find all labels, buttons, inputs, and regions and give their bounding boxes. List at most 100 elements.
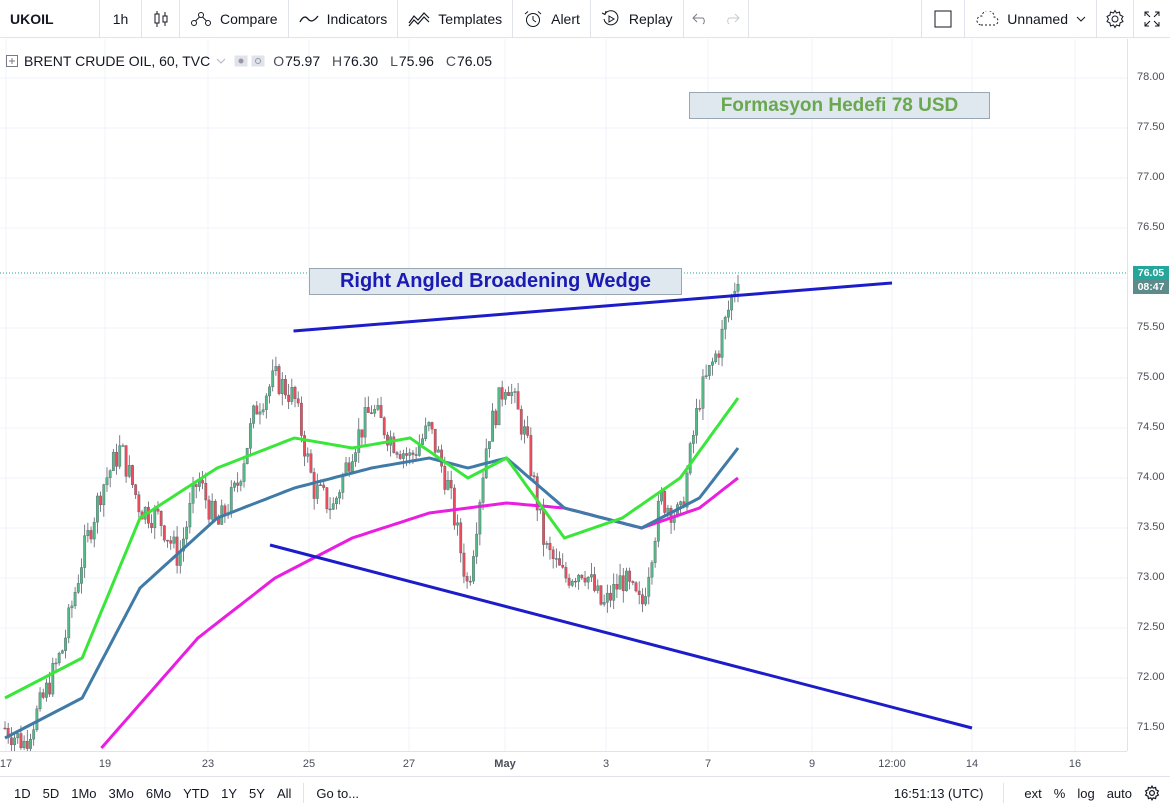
candle-body [602, 602, 606, 605]
candle-body [497, 387, 501, 426]
candle-body [319, 484, 322, 486]
range-button-5d[interactable]: 5D [42, 785, 60, 801]
candle-body [322, 484, 326, 488]
range-button-6mo[interactable]: 6Mo [145, 785, 172, 801]
candle-body [166, 539, 169, 542]
settings-small-icon[interactable] [251, 55, 265, 67]
eye-icon[interactable] [234, 55, 248, 67]
chart-style-button[interactable] [142, 0, 180, 38]
gear-icon[interactable] [1144, 785, 1160, 801]
goto-button[interactable]: Go to... [316, 785, 360, 801]
settings-button[interactable] [1097, 0, 1134, 38]
candle-body [507, 392, 510, 396]
candle-body [395, 452, 399, 455]
price-tick-label: 74.50 [1137, 421, 1165, 433]
moving-averages [4, 397, 740, 749]
interval-button[interactable]: 1h [100, 0, 142, 38]
candle-body [299, 402, 303, 436]
candle-body [201, 480, 204, 484]
price-tick-label: 76.50 [1137, 221, 1165, 233]
range-button-5y[interactable]: 5Y [249, 785, 265, 801]
candle-body [354, 452, 357, 462]
fullscreen-toggle[interactable] [921, 0, 966, 38]
trendline-upper [293, 281, 893, 333]
candle-body [430, 422, 434, 430]
layout-save-button[interactable]: Unnamed [965, 0, 1097, 38]
candle-body [446, 480, 450, 490]
candle-body [401, 453, 405, 459]
range-button-3mo[interactable]: 3Mo [108, 785, 134, 801]
chevron-down-icon[interactable] [216, 58, 226, 64]
auto-scale-toggle[interactable]: auto [1106, 785, 1132, 801]
range-button-1mo[interactable]: 1Mo [71, 785, 97, 801]
trendline-lower [269, 543, 973, 730]
candle-body [593, 574, 596, 591]
candle-body [293, 387, 297, 399]
percent-scale-toggle[interactable]: % [1053, 785, 1066, 801]
undo-button[interactable] [684, 0, 716, 38]
candle-body [338, 492, 342, 499]
chart-legend: BRENT CRUDE OIL, 60, TVC O75.97 H76.30 L… [6, 53, 500, 69]
candle-body [70, 605, 74, 609]
time-tick-label: 17 [0, 758, 13, 770]
candle-body [532, 475, 536, 477]
utc-clock[interactable]: 16:51:13 (UTC) [893, 785, 984, 801]
candle-body [472, 556, 475, 582]
candle-body [54, 662, 58, 665]
candle-body [370, 412, 373, 414]
candle-body [134, 484, 138, 495]
symbol-search[interactable]: UKOIL [0, 0, 100, 38]
replay-label: Replay [628, 10, 673, 27]
log-scale-toggle[interactable]: log [1077, 785, 1095, 801]
price-tick-label: 75.50 [1137, 321, 1165, 333]
price-axis[interactable] [1127, 39, 1170, 751]
ext-hours-toggle[interactable]: ext [1024, 785, 1042, 801]
target-annotation[interactable]: Formasyon Hedefi 78 USD [689, 92, 990, 119]
candle-body [688, 443, 692, 474]
candle-body [3, 727, 7, 730]
maximize-button[interactable] [1134, 0, 1170, 38]
templates-icon [408, 11, 430, 26]
candle-body [67, 607, 71, 639]
redo-button[interactable] [716, 0, 749, 38]
candle-body [494, 410, 498, 426]
candle-body [574, 580, 577, 583]
price-chart[interactable] [0, 39, 1127, 751]
candle-body [274, 366, 278, 372]
time-axis[interactable] [0, 751, 1127, 775]
open-value: 75.97 [285, 53, 321, 69]
replay-button[interactable]: Replay [591, 0, 684, 38]
candle-body [162, 525, 166, 541]
indicators-button[interactable]: Indicators [289, 0, 399, 38]
candle-body [29, 738, 32, 749]
candle-body [516, 391, 520, 410]
range-button-1y[interactable]: 1Y [221, 785, 238, 801]
candle-body [118, 445, 122, 467]
time-tick-label: 14 [965, 758, 979, 770]
candle-body [16, 733, 20, 739]
series-title[interactable]: BRENT CRUDE OIL, 60, TVC [24, 53, 211, 69]
pattern-annotation[interactable]: Right Angled Broadening Wedge [309, 268, 682, 295]
price-tick-label: 73.50 [1137, 521, 1165, 533]
compare-button[interactable]: Compare [180, 0, 289, 38]
templates-label: Templates [438, 10, 503, 27]
candle-body [48, 682, 52, 695]
plus-square-icon[interactable] [6, 55, 18, 67]
range-button-all[interactable]: All [276, 785, 292, 801]
candle-body [45, 682, 48, 698]
time-tick-label: 19 [98, 758, 112, 770]
price-tick-label: 73.00 [1137, 571, 1165, 583]
candle-body [500, 387, 504, 400]
trendlines [269, 281, 973, 730]
range-button-ytd[interactable]: YTD [183, 785, 210, 801]
candle-body [287, 394, 291, 402]
candle-body [96, 495, 99, 523]
candle-body [698, 408, 702, 410]
candle-body [108, 470, 112, 478]
replay-icon [601, 9, 619, 25]
candle-body [25, 740, 29, 749]
templates-button[interactable]: Templates [398, 0, 514, 38]
candle-body [255, 405, 259, 415]
alert-button[interactable]: Alert [513, 0, 591, 38]
range-button-1d[interactable]: 1D [14, 785, 31, 801]
